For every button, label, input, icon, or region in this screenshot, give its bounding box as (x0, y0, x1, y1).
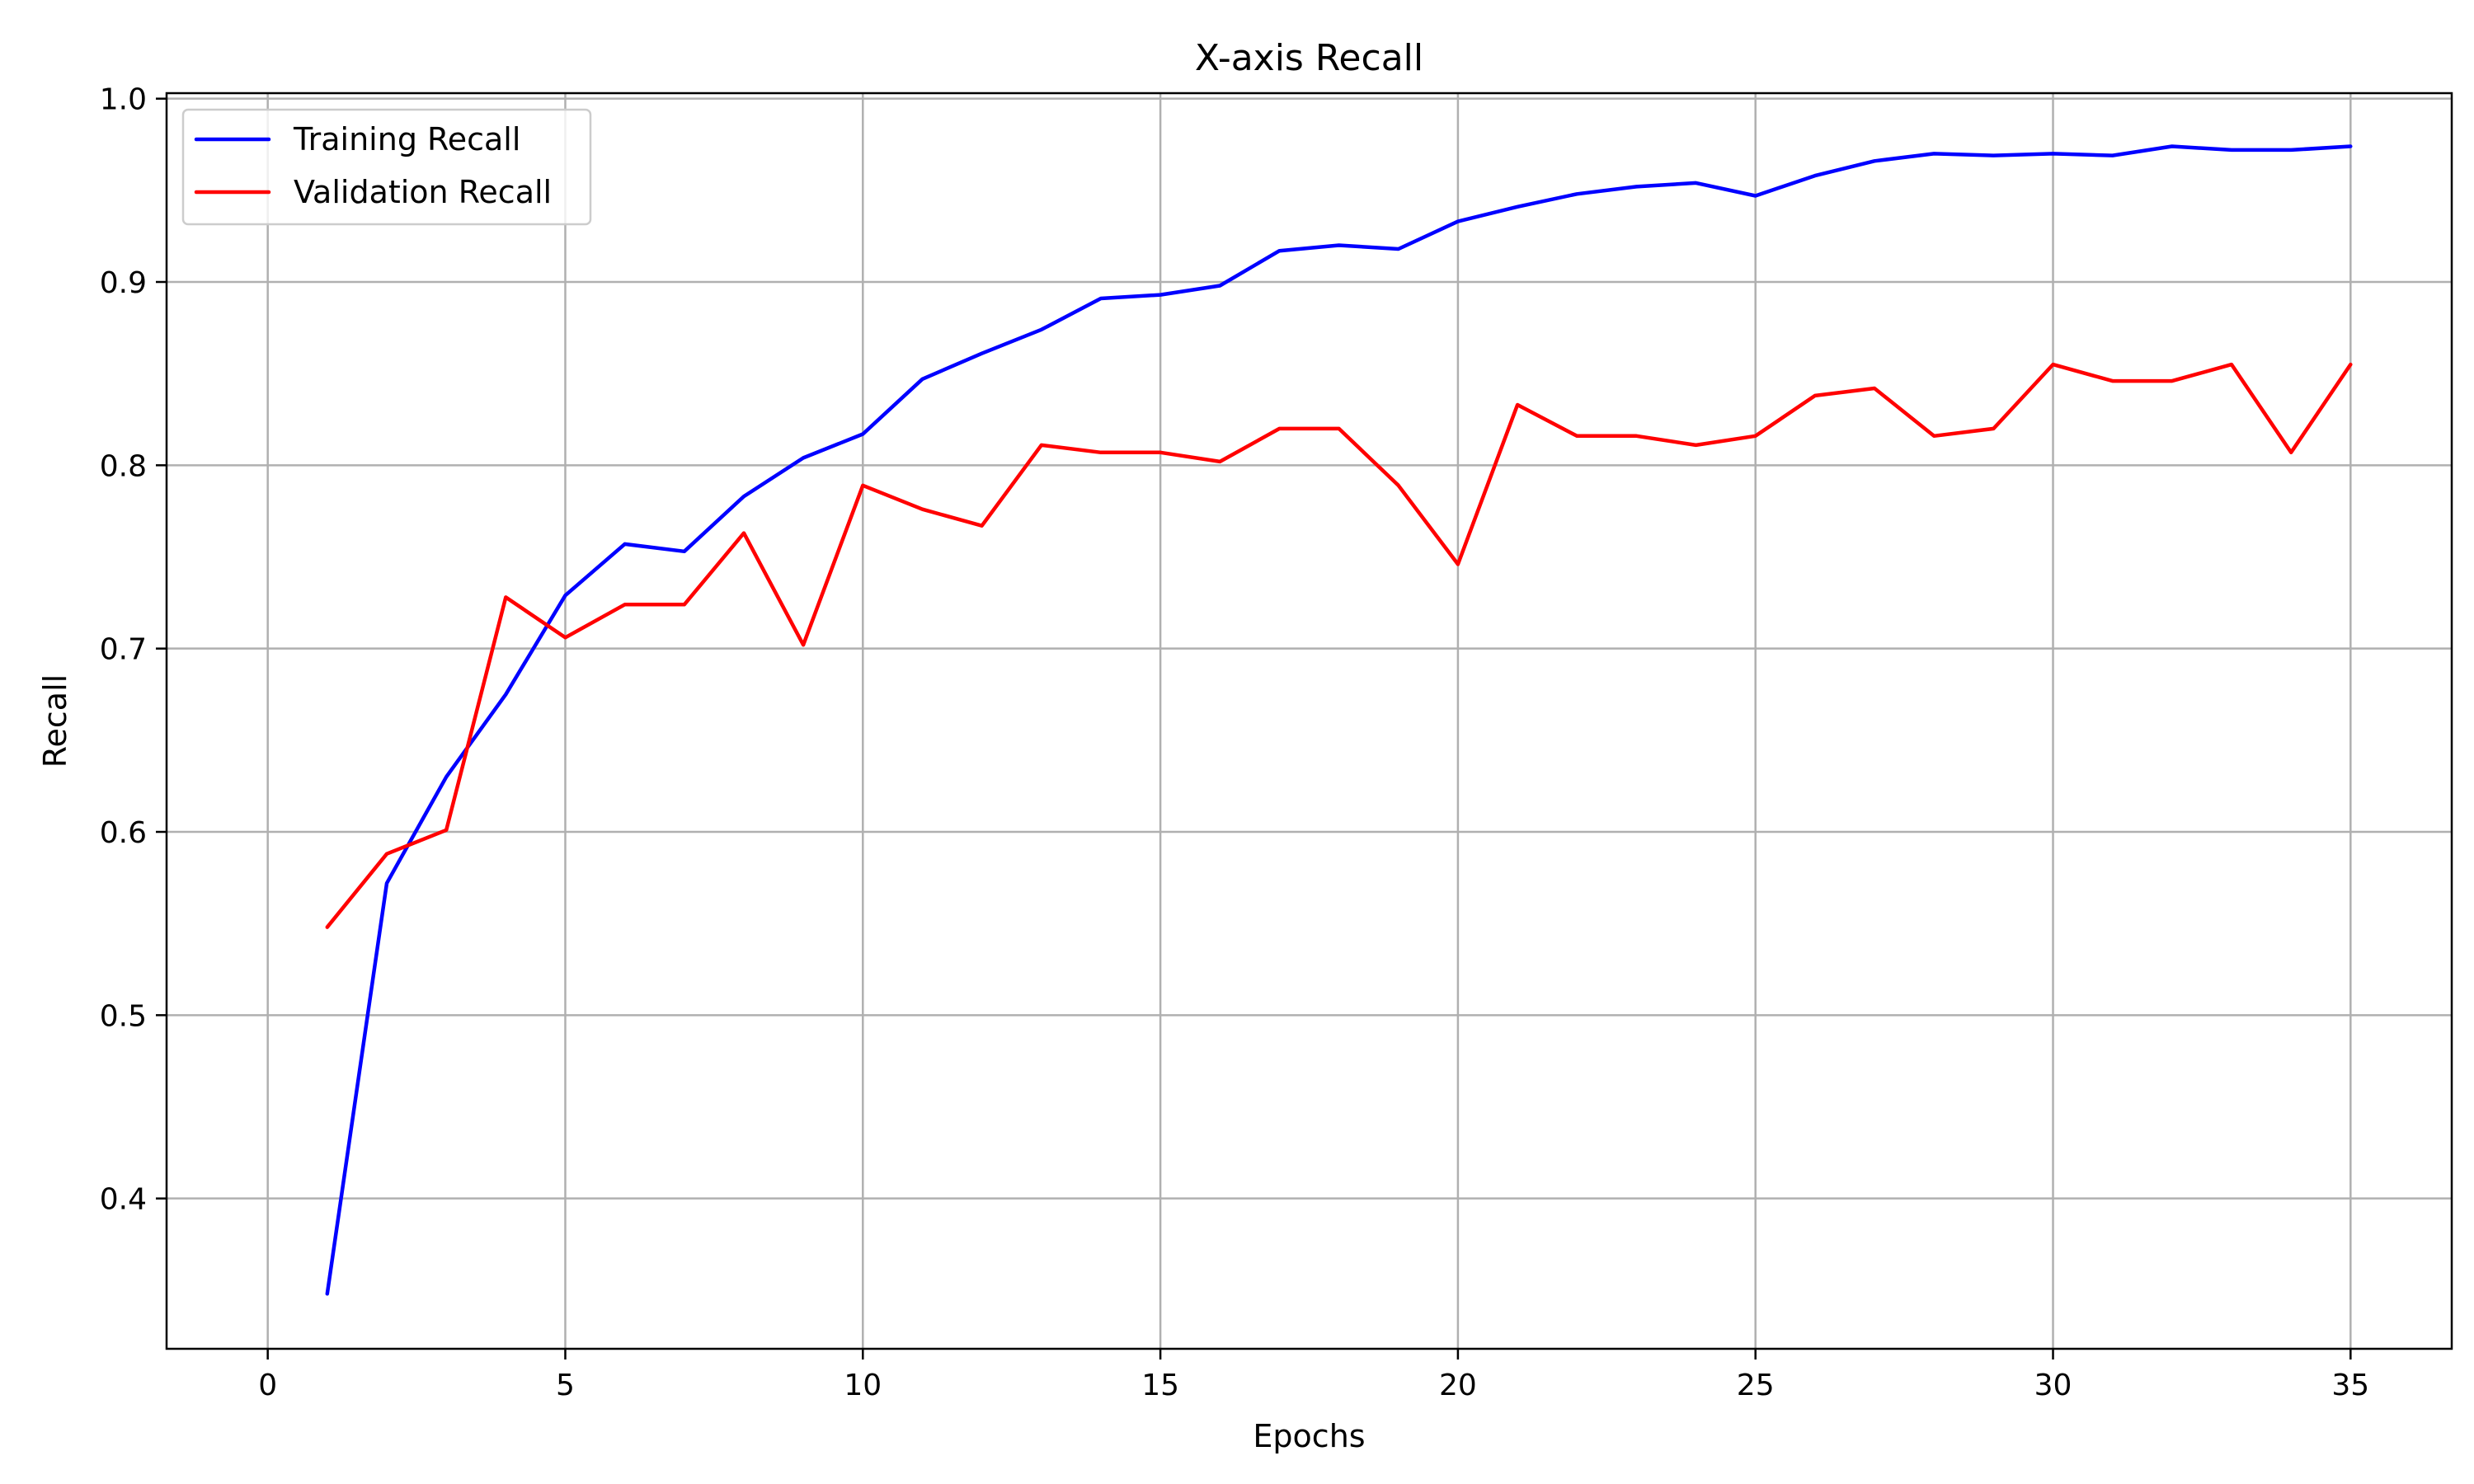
y-axis-label: Recall (37, 674, 73, 768)
x-tick-label: 0 (258, 1369, 277, 1402)
axis-ticks: 0 5 10 15 20 25 30 35 0.4 0.5 0.6 0.7 0.8 0.9 1.0 (100, 83, 2369, 1402)
x-tick-label: 15 (1141, 1369, 1179, 1402)
y-tick-label: 0.8 (100, 449, 147, 483)
series-lines (325, 144, 2353, 1296)
legend-label-training: Training Recall (293, 121, 520, 157)
x-axis-label: Epochs (1253, 1418, 1365, 1454)
x-tick-label: 20 (1439, 1369, 1477, 1402)
x-tick-label: 30 (2034, 1369, 2072, 1402)
legend-label-validation: Validation Recall (294, 174, 552, 210)
y-tick-label: 1.0 (100, 83, 147, 117)
series-line-training (325, 144, 2353, 1296)
legend-box (181, 108, 592, 226)
y-tick-label: 0.4 (100, 1183, 147, 1217)
x-tick-label: 25 (1737, 1369, 1775, 1402)
x-tick-label: 35 (2331, 1369, 2369, 1402)
series-line-validation (325, 362, 2353, 929)
legend: Training Recall Validation Recall (181, 108, 592, 226)
y-tick-label: 0.5 (100, 999, 147, 1033)
gridlines (167, 93, 2452, 1349)
plot-area-frame (165, 92, 2453, 1350)
chart-title: X-axis Recall (1195, 37, 1423, 79)
y-tick-label: 0.6 (100, 816, 147, 850)
y-tick-label: 0.9 (100, 266, 147, 300)
x-tick-label: 5 (556, 1369, 575, 1402)
y-tick-label: 0.7 (100, 633, 147, 667)
x-tick-label: 10 (844, 1369, 882, 1402)
